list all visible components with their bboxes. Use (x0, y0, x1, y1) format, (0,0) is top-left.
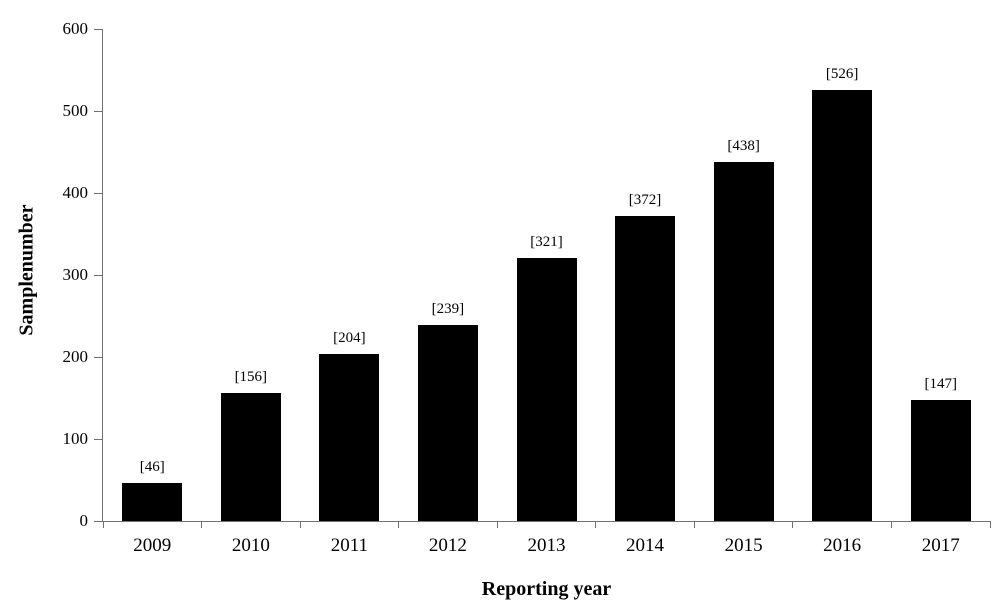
bar-value-label-2017: [147] (924, 376, 957, 393)
bar-value-label-2011: [204] (333, 329, 366, 346)
x-tick-mark (890, 521, 892, 528)
bar-2012 (417, 325, 478, 521)
x-tick-label-2012: 2012 (428, 535, 467, 556)
bar-value-label-2009: [46] (139, 459, 165, 476)
y-axis-title: Samplenumber (15, 204, 38, 336)
bar-value-label-2013: [321] (530, 233, 563, 250)
bar-2017 (910, 400, 971, 521)
bar-2010 (220, 393, 281, 521)
bar-2014 (615, 215, 676, 521)
y-tick-label: 100 (62, 429, 89, 448)
x-axis-title: Reporting year (481, 578, 612, 600)
x-tick-mark (299, 521, 301, 528)
x-tick-label-2017: 2017 (921, 535, 960, 556)
y-tick-mark (94, 192, 102, 194)
plot-area: 0 100 200 300 400 500 600 2009 2010 2011 2012 2013… (63, 19, 991, 556)
y-tick-label: 400 (62, 183, 89, 202)
y-tick-mark (94, 356, 102, 358)
y-tick-mark (94, 28, 102, 30)
x-axis-line (102, 521, 990, 522)
x-tick-label-2016: 2016 (823, 535, 862, 556)
y-tick-label: 300 (62, 265, 89, 284)
y-tick-mark (94, 438, 102, 440)
y-tick-label: 200 (62, 347, 89, 366)
bar-2011 (319, 353, 380, 521)
x-tick-mark (496, 521, 498, 528)
y-tick-label: 600 (62, 19, 89, 38)
bar-value-label-2014: [372] (628, 191, 662, 208)
y-tick-label: 0 (79, 511, 89, 530)
bar-value-label-2010: [156] (234, 369, 268, 386)
y-tick-mark (94, 520, 102, 522)
x-tick-mark (989, 521, 991, 528)
bar-2009 (122, 483, 183, 521)
x-tick-label-2015: 2015 (724, 535, 763, 556)
bar-2015 (713, 161, 774, 521)
x-tick-label-2009: 2009 (133, 535, 172, 556)
x-tick-label-2014: 2014 (626, 535, 665, 556)
x-tick-mark (201, 521, 203, 528)
x-tick-mark (595, 521, 597, 528)
y-tick-mark (94, 110, 102, 112)
y-axis-line (102, 29, 103, 521)
x-tick-mark (693, 521, 695, 528)
x-tick-mark (398, 521, 400, 528)
bar-2016 (812, 89, 873, 521)
x-tick-mark (792, 521, 794, 528)
bar-value-label-2012: [239] (431, 301, 465, 318)
x-tick-mark (102, 521, 104, 528)
bar-2013 (516, 257, 577, 521)
x-tick-label-2010: 2010 (231, 535, 270, 556)
x-tick-label-2013: 2013 (527, 535, 566, 556)
bar-value-label-2016: [526] (825, 65, 859, 82)
y-tick-label: 500 (62, 101, 89, 120)
x-tick-label-2011: 2011 (330, 535, 369, 556)
bar-value-label-2015: [438] (727, 137, 760, 154)
y-tick-mark (94, 274, 102, 276)
